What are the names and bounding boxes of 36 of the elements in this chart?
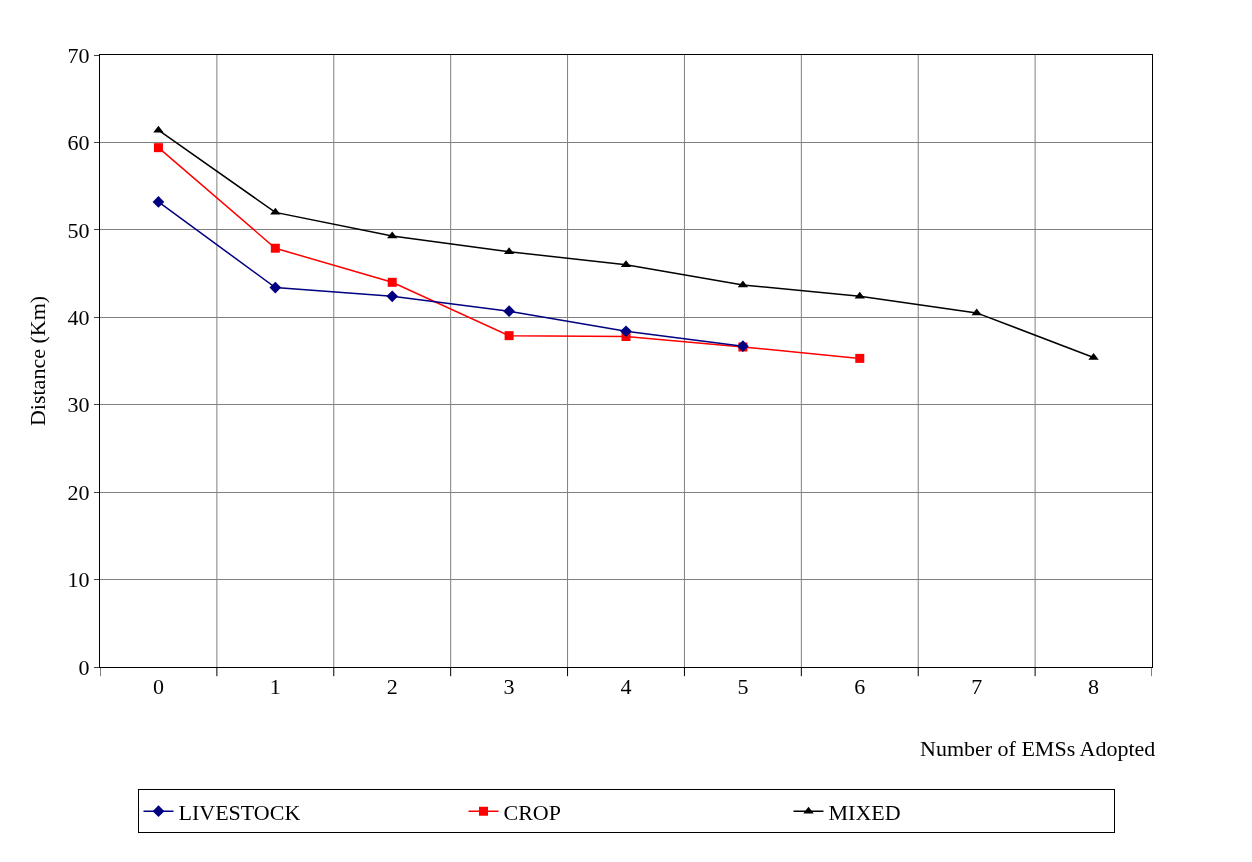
- x-axis-title: Number of EMSs Adopted: [920, 736, 1156, 761]
- point: [503, 305, 515, 318]
- x-tick-label: 5: [737, 674, 749, 700]
- point: [152, 196, 165, 208]
- legend-label: CROP: [503, 799, 561, 825]
- y-tick-label: 60: [67, 130, 90, 156]
- y-tick-label: 40: [67, 304, 90, 330]
- y-tick-label: 10: [67, 567, 90, 593]
- x-tick-label: 4: [620, 674, 632, 700]
- legend-label: MIXED: [828, 799, 901, 825]
- y-tick-label: 50: [67, 217, 90, 243]
- point: [971, 308, 982, 316]
- point: [855, 353, 865, 363]
- point: [387, 231, 398, 239]
- x-tick-label: 3: [503, 674, 515, 700]
- x-tick-label: 1: [269, 674, 281, 700]
- point: [504, 331, 514, 341]
- y-tick-label: 70: [67, 42, 90, 68]
- x-tick-label: 7: [971, 674, 983, 700]
- point: [270, 207, 281, 215]
- y-tick-label: 0: [78, 654, 90, 680]
- point: [269, 281, 282, 294]
- x-tick-label: 2: [386, 674, 398, 700]
- x-tick-label: 8: [1088, 674, 1100, 700]
- point: [620, 325, 632, 338]
- point: [386, 290, 399, 303]
- x-tick-label: 6: [854, 674, 866, 700]
- point: [387, 277, 397, 287]
- y-tick-label: 30: [67, 392, 90, 418]
- y-tick-label: 20: [67, 479, 90, 505]
- point: [153, 143, 163, 153]
- point: [270, 243, 280, 253]
- point: [854, 291, 865, 299]
- x-tick-label: 0: [152, 674, 164, 700]
- legend-label: LIVESTOCK: [178, 799, 301, 825]
- y-axis-title: Distance (Km): [25, 295, 51, 427]
